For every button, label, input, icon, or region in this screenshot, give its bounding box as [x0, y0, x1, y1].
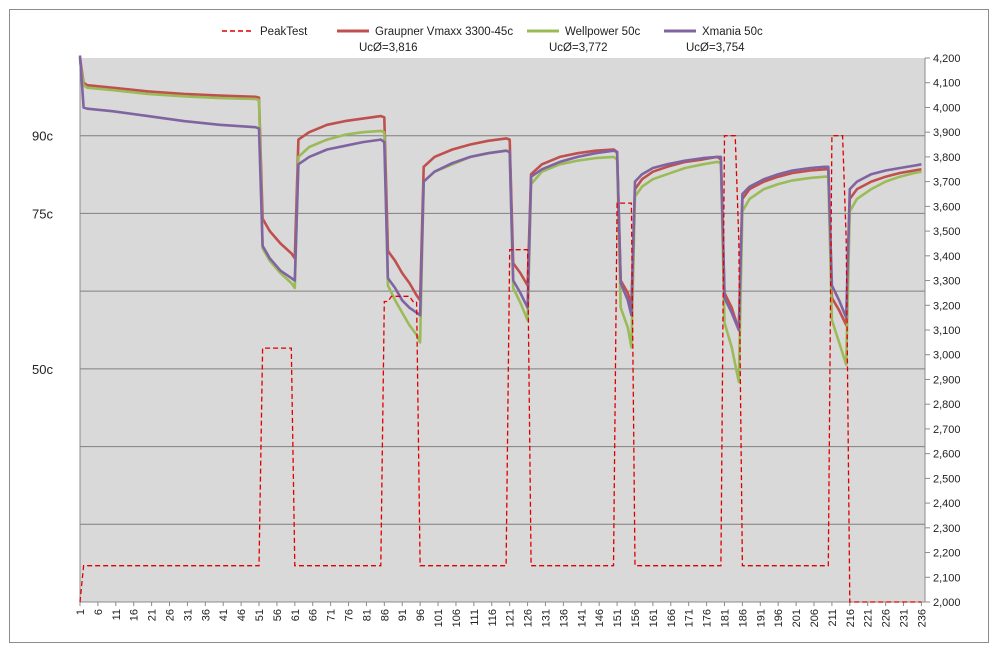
- x-tick-label: 206: [809, 609, 821, 627]
- x-tick-label: 16: [129, 609, 141, 621]
- right-tick-label: 3,600: [933, 201, 961, 213]
- x-tick-label: 151: [612, 609, 624, 627]
- right-tick-label: 2,700: [933, 424, 961, 436]
- right-tick-label: 4,000: [933, 102, 961, 114]
- series-line-wellpower-50c: [78, 60, 922, 384]
- right-tick-label: 2,100: [933, 572, 961, 584]
- x-tick-label: 131: [540, 609, 552, 627]
- x-tick-label: 31: [182, 609, 194, 621]
- left-tick-label: 75c: [32, 206, 53, 221]
- x-tick-label: 191: [755, 609, 767, 627]
- right-tick-label: 2,900: [933, 374, 961, 386]
- x-tick-label: 116: [487, 609, 499, 627]
- x-tick-label: 141: [576, 609, 588, 627]
- right-tick-label: 2,300: [933, 523, 961, 535]
- legend-label: Graupner Vmaxx 3300-45c: [375, 26, 513, 38]
- x-tick-label: 101: [433, 609, 445, 627]
- right-tick-label: 3,200: [933, 300, 961, 312]
- x-tick-label: 121: [505, 609, 517, 627]
- right-tick-label: 2,400: [933, 498, 961, 510]
- series-line-graupner-vmaxx-3300-45c: [78, 57, 922, 332]
- legend-label: Wellpower 50c: [565, 26, 640, 38]
- x-tick-label: 186: [737, 609, 749, 627]
- right-tick-label: 3,900: [933, 127, 961, 139]
- x-tick-label: 211: [827, 609, 839, 627]
- legend-label: Xmania 50c: [702, 26, 763, 38]
- x-tick-label: 36: [200, 609, 212, 621]
- x-tick-label: 56: [272, 609, 284, 621]
- x-tick-label: 26: [165, 609, 177, 621]
- x-tick-label: 111: [469, 609, 481, 626]
- x-tick-label: 176: [702, 609, 714, 627]
- x-tick-label: 201: [791, 609, 803, 627]
- x-tick-label: 106: [451, 609, 463, 627]
- x-axis: 1 6 11 16 21 26 31 36 41 46 51 56 61 66 71 76 81 86 91 96 10…: [75, 601, 928, 627]
- left-tick-label: 50c: [32, 362, 53, 377]
- x-tick-label: 96: [415, 609, 427, 621]
- right-tick-label: 2,000: [933, 597, 961, 609]
- x-tick-label: 66: [308, 609, 320, 621]
- x-tick-label: 161: [648, 609, 660, 627]
- x-tick-label: 86: [379, 609, 391, 621]
- right-tick-label: 4,200: [933, 53, 961, 65]
- right-axis: 2,000 2,100 2,200 2,300 2,400 2,500 2,600 2,700…: [924, 53, 961, 609]
- legend-note: UcØ=3,816: [359, 42, 418, 54]
- right-tick-label: 3,800: [933, 152, 961, 164]
- x-tick-label: 21: [147, 609, 159, 621]
- x-tick-label: 156: [630, 609, 642, 627]
- x-tick-label: 11: [111, 609, 123, 620]
- x-tick-label: 181: [719, 609, 731, 627]
- gridlines: [80, 135, 925, 525]
- right-tick-label: 3,100: [933, 325, 961, 337]
- right-tick-label: 3,400: [933, 251, 961, 263]
- x-tick-label: 126: [523, 609, 535, 627]
- legend-note: UcØ=3,754: [686, 42, 745, 54]
- series-line-xmania-50c: [78, 55, 922, 332]
- legend-note: UcØ=3,772: [549, 42, 608, 54]
- x-tick-label: 146: [594, 609, 606, 627]
- right-tick-label: 2,200: [933, 548, 961, 560]
- right-tick-label: 2,500: [933, 473, 961, 485]
- series-line-peaktest: [79, 135, 922, 603]
- x-tick-label: 81: [361, 609, 373, 621]
- x-tick-label: 216: [845, 609, 857, 627]
- x-tick-label: 71: [326, 609, 338, 621]
- x-tick-label: 236: [916, 609, 928, 627]
- x-tick-label: 136: [558, 609, 570, 627]
- right-tick-label: 3,700: [933, 177, 961, 189]
- right-tick-label: 3,300: [933, 276, 961, 288]
- x-tick-label: 1: [75, 609, 87, 615]
- x-tick-label: 76: [344, 609, 356, 621]
- right-tick-label: 4,100: [933, 78, 961, 90]
- x-tick-label: 46: [236, 609, 248, 621]
- x-tick-label: 166: [666, 609, 678, 627]
- x-tick-label: 226: [881, 609, 893, 627]
- legend: PeakTest Graupner Vmaxx 3300-45c UcØ=3,816…: [222, 26, 763, 54]
- right-tick-label: 3,000: [933, 350, 961, 362]
- x-tick-label: 221: [863, 609, 875, 627]
- x-tick-label: 171: [684, 609, 696, 627]
- left-tick-label: 90c: [32, 129, 53, 144]
- x-tick-label: 231: [899, 609, 911, 627]
- series-layer: [78, 55, 922, 603]
- plot-area: [80, 58, 925, 602]
- x-tick-label: 41: [218, 609, 230, 621]
- x-tick-label: 91: [397, 609, 409, 621]
- right-tick-label: 2,600: [933, 449, 961, 461]
- x-tick-label: 51: [254, 609, 266, 621]
- right-tick-label: 2,800: [933, 399, 961, 411]
- right-tick-label: 3,500: [933, 226, 961, 238]
- left-axis: 50c 75c 90c: [32, 58, 81, 602]
- x-tick-label: 61: [290, 609, 302, 621]
- x-tick-label: 6: [93, 609, 105, 615]
- legend-label: PeakTest: [260, 26, 308, 38]
- x-tick-label: 196: [773, 609, 785, 627]
